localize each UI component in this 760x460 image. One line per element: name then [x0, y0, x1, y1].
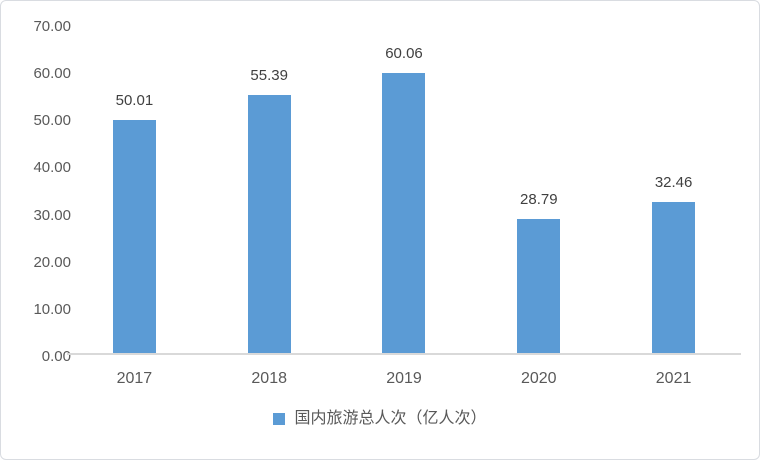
legend-label: 国内旅游总人次（亿人次）	[294, 410, 487, 427]
y-tick-label: 10.00	[33, 300, 71, 318]
bar-group-2017: 50.01	[67, 27, 202, 353]
data-label: 55.39	[250, 67, 288, 85]
y-tick-label: 50.00	[33, 112, 71, 130]
bar-2021	[652, 201, 696, 353]
x-tick-label: 2020	[520, 370, 557, 387]
y-tick-label: 40.00	[33, 159, 71, 177]
data-label: 32.46	[654, 173, 693, 191]
y-tick-label: 20.00	[33, 253, 71, 271]
bar-group-2021: 32.46	[606, 27, 741, 353]
data-label: 28.79	[520, 190, 558, 208]
x-tick-label: 2018	[251, 370, 287, 387]
plot-area: 50.01 55.39 60.06 28.79 32.46	[67, 27, 741, 355]
y-axis: 70.00 60.00 50.00 40.00 30.00 20.00 10.0…	[19, 18, 71, 366]
bar-group-2020: 28.79	[471, 27, 606, 353]
bar-2020	[517, 218, 561, 353]
data-label: 60.06	[385, 45, 423, 63]
bar-2017	[112, 120, 156, 353]
y-tick-label: 0.00	[41, 347, 71, 365]
data-label: 50.01	[115, 92, 154, 110]
x-axis: 2017 2018 2019 2020 2021	[67, 367, 741, 391]
bar-group-2018: 55.39	[202, 27, 337, 353]
legend-swatch-icon	[273, 413, 286, 425]
x-tick-label: 2019	[386, 370, 422, 387]
bar-2019	[382, 73, 426, 353]
x-tick-label: 2017	[116, 370, 153, 387]
y-tick-label: 30.00	[33, 206, 71, 224]
y-tick-label: 70.00	[33, 18, 71, 35]
y-tick-label: 60.00	[33, 65, 71, 83]
bar-group-2019: 60.06	[337, 27, 472, 353]
legend: 国内旅游总人次（亿人次）	[1, 409, 759, 429]
bar-2018	[247, 95, 291, 353]
x-tick-label: 2021	[655, 370, 692, 387]
